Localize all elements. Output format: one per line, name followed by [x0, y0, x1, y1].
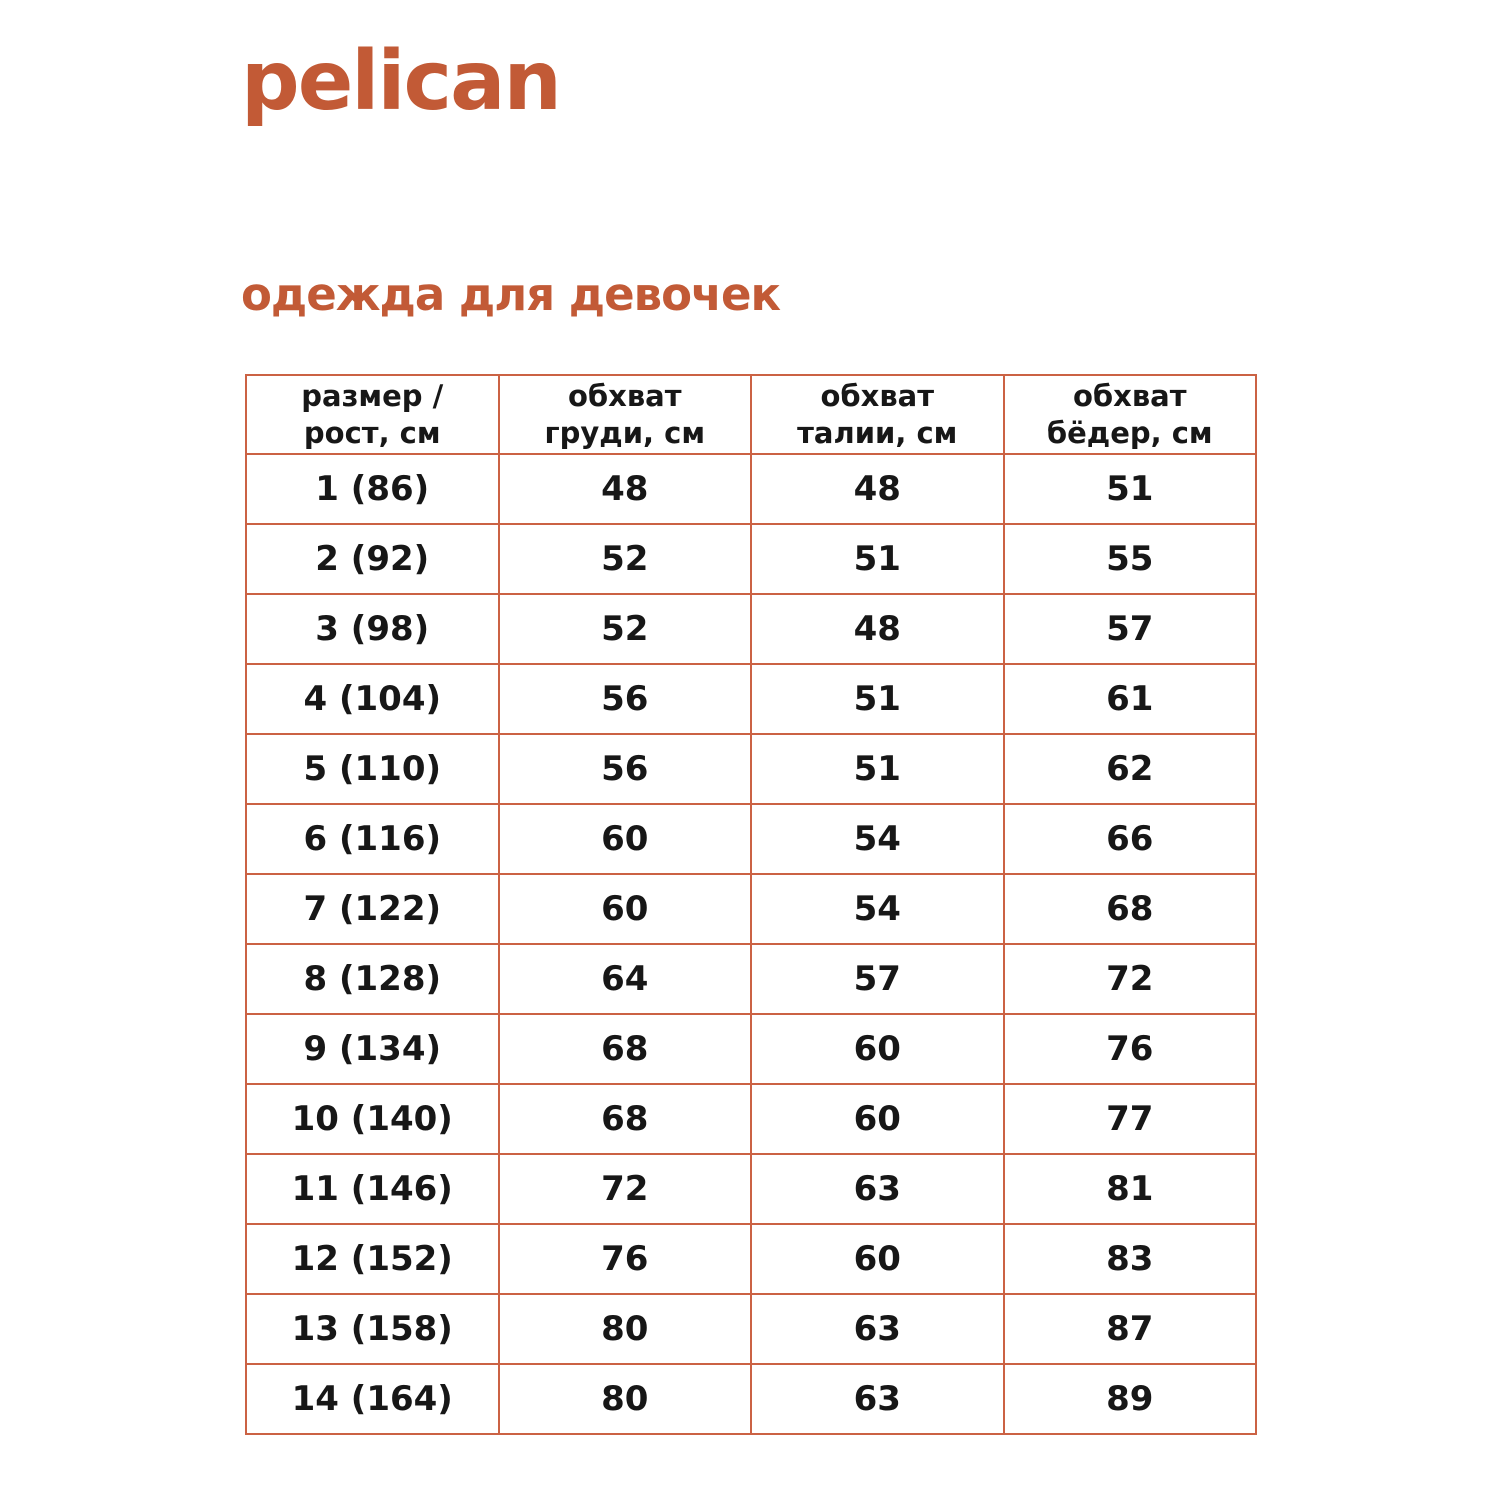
- table-cell: 51: [1002, 453, 1257, 525]
- table-cell: 5 (110): [245, 733, 500, 805]
- table-row: 6 (116) 60 54 66: [245, 803, 1257, 875]
- table-cell: 1 (86): [245, 453, 500, 525]
- column-header-0: размер / рост, см: [245, 374, 500, 455]
- table-row: 1 (86) 48 48 51: [245, 453, 1257, 525]
- table-cell: 80: [497, 1363, 752, 1435]
- table-cell: 61: [1002, 663, 1257, 735]
- table-cell: 60: [497, 803, 752, 875]
- table-cell: 57: [750, 943, 1005, 1015]
- table-cell: 10 (140): [245, 1083, 500, 1155]
- table-cell: 51: [750, 733, 1005, 805]
- table-cell: 83: [1002, 1223, 1257, 1295]
- table-cell: 56: [497, 733, 752, 805]
- table-cell: 87: [1002, 1293, 1257, 1365]
- table-cell: 68: [497, 1013, 752, 1085]
- table-cell: 77: [1002, 1083, 1257, 1155]
- table-cell: 11 (146): [245, 1153, 500, 1225]
- table-cell: 54: [750, 803, 1005, 875]
- table-cell: 60: [497, 873, 752, 945]
- table-cell: 4 (104): [245, 663, 500, 735]
- table-row: 13 (158) 80 63 87: [245, 1293, 1257, 1365]
- table-cell: 7 (122): [245, 873, 500, 945]
- table-cell: 80: [497, 1293, 752, 1365]
- table-row: 7 (122) 60 54 68: [245, 873, 1257, 945]
- table-body: 1 (86) 48 48 51 2 (92) 52 51 55 3 (98) 52 48 57 4 (1…: [245, 453, 1257, 1435]
- table-cell: 76: [497, 1223, 752, 1295]
- table-cell: 76: [1002, 1013, 1257, 1085]
- table-cell: 72: [497, 1153, 752, 1225]
- table-cell: 63: [750, 1363, 1005, 1435]
- table-cell: 56: [497, 663, 752, 735]
- table-cell: 48: [750, 593, 1005, 665]
- table-cell: 12 (152): [245, 1223, 500, 1295]
- table-cell: 55: [1002, 523, 1257, 595]
- table-cell: 63: [750, 1293, 1005, 1365]
- table-cell: 48: [750, 453, 1005, 525]
- table-cell: 51: [750, 663, 1005, 735]
- column-header-3: обхват бёдер, см: [1002, 374, 1257, 455]
- table-cell: 14 (164): [245, 1363, 500, 1435]
- table-cell: 48: [497, 453, 752, 525]
- table-cell: 54: [750, 873, 1005, 945]
- table-row: 9 (134) 68 60 76: [245, 1013, 1257, 1085]
- table-cell: 72: [1002, 943, 1257, 1015]
- table-row: 5 (110) 56 51 62: [245, 733, 1257, 805]
- table-row: 11 (146) 72 63 81: [245, 1153, 1257, 1225]
- table-cell: 13 (158): [245, 1293, 500, 1365]
- table-cell: 51: [750, 523, 1005, 595]
- table-cell: 62: [1002, 733, 1257, 805]
- table-cell: 63: [750, 1153, 1005, 1225]
- column-header-2: обхват талии, см: [750, 374, 1005, 455]
- table-cell: 60: [750, 1083, 1005, 1155]
- table-cell: 89: [1002, 1363, 1257, 1435]
- table-cell: 64: [497, 943, 752, 1015]
- table-cell: 8 (128): [245, 943, 500, 1015]
- table-row: 12 (152) 76 60 83: [245, 1223, 1257, 1295]
- table-row: 8 (128) 64 57 72: [245, 943, 1257, 1015]
- table-row: 14 (164) 80 63 89: [245, 1363, 1257, 1435]
- table-cell: 52: [497, 523, 752, 595]
- table-row: 4 (104) 56 51 61: [245, 663, 1257, 735]
- table-cell: 9 (134): [245, 1013, 500, 1085]
- table-row: 10 (140) 68 60 77: [245, 1083, 1257, 1155]
- column-header-1: обхват груди, см: [497, 374, 752, 455]
- table-cell: 2 (92): [245, 523, 500, 595]
- page-title: одежда для девочек: [241, 268, 781, 321]
- table-cell: 81: [1002, 1153, 1257, 1225]
- table-cell: 57: [1002, 593, 1257, 665]
- table-header-row: размер / рост, см обхват груди, см обхват тал…: [245, 374, 1257, 455]
- table-cell: 60: [750, 1013, 1005, 1085]
- table-cell: 6 (116): [245, 803, 500, 875]
- table-cell: 66: [1002, 803, 1257, 875]
- table-cell: 3 (98): [245, 593, 500, 665]
- brand-logo: pelican: [241, 34, 562, 129]
- table-cell: 68: [1002, 873, 1257, 945]
- table-cell: 68: [497, 1083, 752, 1155]
- table-cell: 52: [497, 593, 752, 665]
- table-header: размер / рост, см обхват груди, см обхват тал…: [245, 374, 1257, 455]
- table-cell: 60: [750, 1223, 1005, 1295]
- size-chart-table: размер / рост, см обхват груди, см обхват тал…: [245, 374, 1257, 1435]
- table-row: 3 (98) 52 48 57: [245, 593, 1257, 665]
- table-row: 2 (92) 52 51 55: [245, 523, 1257, 595]
